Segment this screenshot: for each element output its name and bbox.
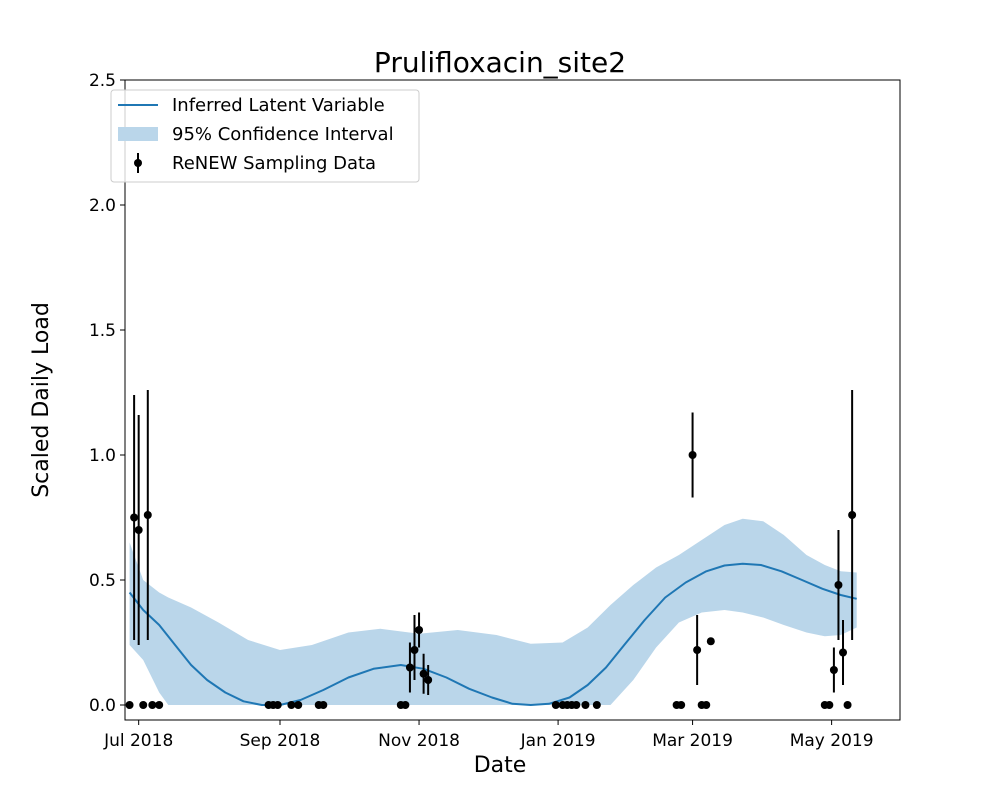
y-tick-label: 2.5 [89,71,116,91]
x-axis-label: Date [474,753,527,778]
sample-point [839,648,848,657]
x-axis-ticks: Jul 2018 Sep 2018 Nov 2018 Jan 2019 Mar 2019… [103,720,874,751]
sample-point [706,637,715,646]
sample-point [148,701,157,709]
y-tick-label: 0.0 [89,696,116,716]
sample-point [401,701,410,709]
sampling-points-layer [125,390,857,709]
sample-point [273,701,282,709]
sample-point [677,701,686,709]
sample-point [415,626,424,634]
legend-point-swatch [134,159,142,167]
x-tick-label: Mar 2019 [652,731,733,751]
sample-point [410,646,419,654]
legend-box [110,89,420,183]
legend-band-swatch [118,127,158,141]
sample-point [143,511,152,519]
latent-variable-line [128,562,857,706]
sample-point [592,701,601,709]
sample-point [139,701,148,709]
y-tick-label: 0.5 [89,571,116,591]
legend-label-sampling: ReNEW Sampling Data [172,153,376,174]
sample-point [319,701,328,709]
sample-point [834,581,843,589]
sample-point [287,701,296,709]
sample-point [843,701,852,709]
sample-point [829,666,838,674]
sample-point [125,701,134,709]
sample-point [294,701,303,709]
y-axis-ticks: 0.0 0.5 1.0 1.5 2.0 2.5 [89,71,125,716]
plot-area [125,390,857,709]
sample-point [688,451,697,459]
y-axis-label: Scaled Daily Load [29,302,54,498]
sample-point [581,701,590,709]
sample-point [155,701,164,709]
chart-title: Prulifloxacin_site2 [374,46,626,79]
legend-label-interval: 95% Confidence Interval [172,124,394,145]
sample-point [130,513,139,522]
sample-point [405,663,414,672]
x-tick-label: Jan 2019 [520,731,596,751]
x-tick-label: Sep 2018 [240,731,321,751]
x-tick-label: Nov 2018 [378,731,460,751]
sample-point [572,701,581,709]
legend: Inferred Latent Variable 95% Confidence … [110,89,420,183]
y-tick-label: 2.0 [89,196,116,216]
confidence-band [129,518,857,705]
x-tick-label: May 2019 [790,731,874,751]
axes-frame [124,79,901,721]
y-tick-label: 1.5 [89,321,116,341]
latent-line-layer [128,562,857,706]
sample-point [825,701,834,709]
sample-point [551,701,560,709]
legend-label-latent: Inferred Latent Variable [172,95,385,116]
x-tick-label: Jul 2018 [103,731,173,751]
confidence-band-layer [129,518,857,705]
sample-point [693,646,702,654]
sample-point [702,701,711,709]
y-tick-label: 1.0 [89,446,116,466]
sample-point [848,511,857,519]
sample-point [134,526,143,534]
sample-point [424,676,433,684]
sample-point [419,669,428,678]
